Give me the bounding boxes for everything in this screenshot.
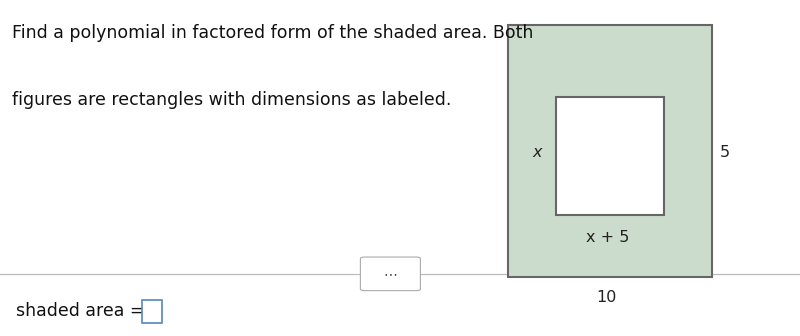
Text: 10: 10 [596,290,617,305]
Bar [556,97,664,215]
Text: x + 5: x + 5 [586,230,630,245]
Bar [142,300,162,323]
Text: figures are rectangles with dimensions as labeled.: figures are rectangles with dimensions a… [12,91,451,109]
Text: x: x [533,145,542,160]
Text: Find a polynomial in factored form of the shaded area. Both: Find a polynomial in factored form of th… [12,24,534,42]
Bar [508,25,712,277]
Text: shaded area =: shaded area = [16,302,145,320]
Text: ⋯: ⋯ [383,267,398,281]
FancyBboxPatch shape [361,257,421,291]
Text: 5: 5 [720,145,730,160]
